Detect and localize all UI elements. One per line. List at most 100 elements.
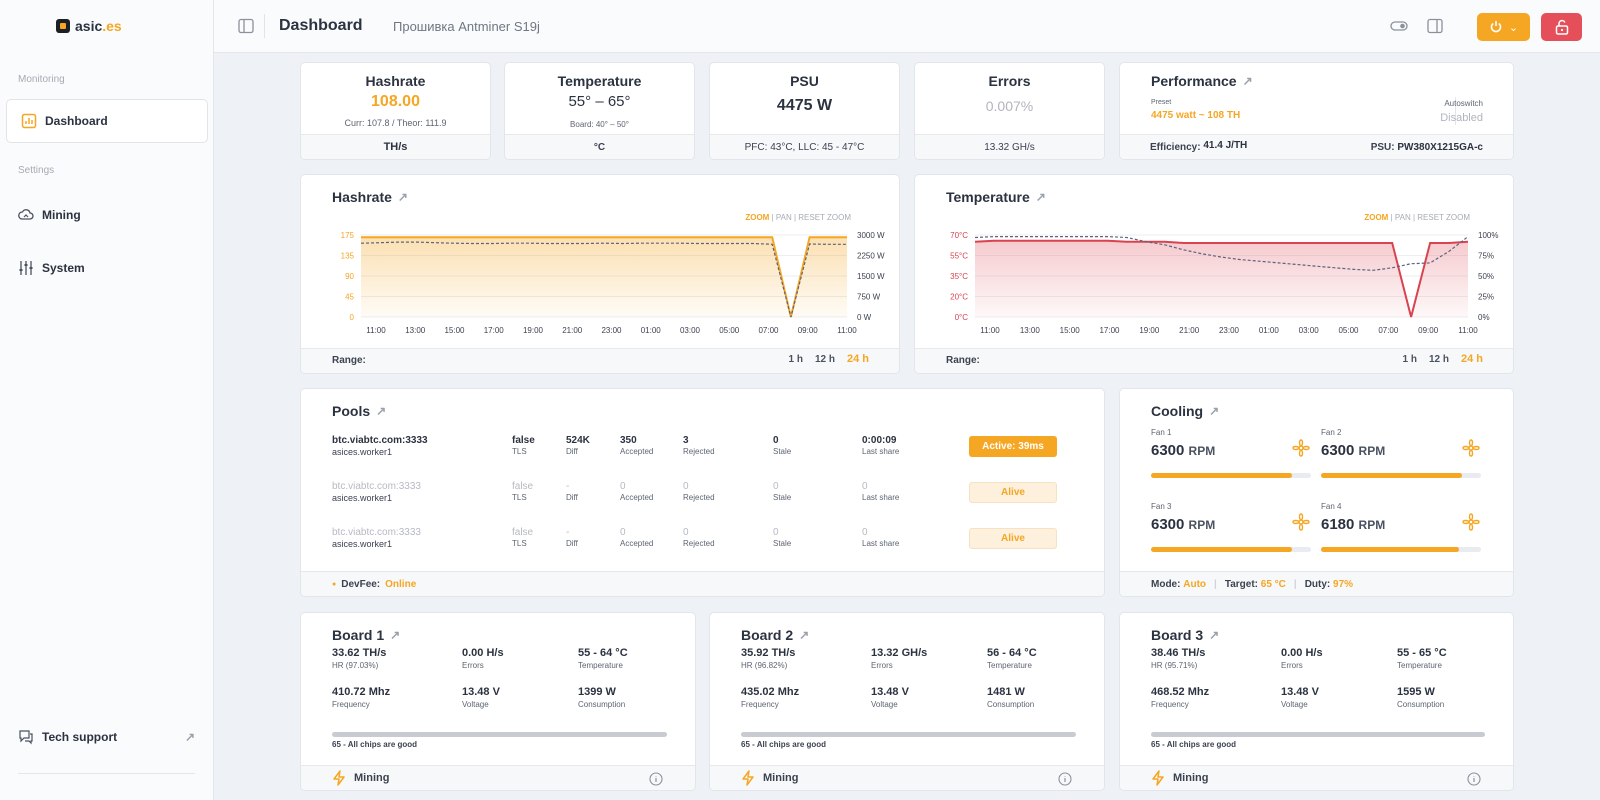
- series-line: [974, 239, 1469, 318]
- board-temp-label: Temperature: [987, 661, 1032, 670]
- range-1h-button[interactable]: 1 h: [788, 353, 803, 365]
- temperature-value: 55° – 65°: [568, 93, 631, 110]
- pool-last: 0:00:09: [862, 435, 897, 446]
- chart-zoom-controls: ZOOM | PAN | RESET ZOOM: [745, 213, 851, 222]
- pan-button[interactable]: PAN: [1394, 213, 1411, 222]
- pool-diff: -: [566, 481, 570, 492]
- chips-status: 65 - All chips are good: [332, 740, 418, 749]
- y-tick-label: 35°C: [950, 272, 968, 281]
- tech-support-link[interactable]: Tech support ↗: [18, 729, 195, 745]
- chat-icon: [19, 730, 33, 745]
- zoom-button[interactable]: ZOOM: [745, 213, 770, 222]
- board-footer: Mining: [1120, 765, 1513, 790]
- x-tick-label: 05:00: [719, 326, 740, 335]
- board-errors-label: Errors: [871, 661, 893, 670]
- power-menu-button[interactable]: ⌄: [1477, 13, 1530, 41]
- unlock-icon: [1555, 19, 1568, 35]
- theme-toggle-icon[interactable]: [1390, 18, 1408, 34]
- pool-status-badge[interactable]: Alive: [969, 528, 1057, 549]
- y-tick-label: 135: [341, 252, 355, 261]
- range-24h-button[interactable]: 24 h: [846, 353, 869, 365]
- x-tick-label: 13:00: [405, 326, 426, 335]
- card-title: Pools: [332, 403, 371, 419]
- fan-1: Fan 1 6300 RPM: [1151, 428, 1311, 490]
- pool-diff-label: Diff: [566, 493, 578, 502]
- pool-tls-label: TLS: [512, 539, 527, 548]
- info-icon[interactable]: [649, 772, 663, 786]
- pool-rejected: 0: [683, 481, 689, 492]
- info-icon[interactable]: [1467, 772, 1481, 786]
- board-cons-label: Consumption: [987, 700, 1035, 709]
- board-footer: Mining: [710, 765, 1104, 790]
- zoom-button[interactable]: ZOOM: [1364, 213, 1389, 222]
- board-title[interactable]: Board 1 ↗: [332, 627, 400, 643]
- mode-value: Auto: [1183, 578, 1207, 590]
- y2-tick-label: 75%: [1478, 252, 1494, 261]
- y-tick-label: 55°C: [950, 252, 968, 261]
- board-hr-label: HR (96.82%): [741, 661, 788, 670]
- range-footer: Range: 1 h 12 h 24 h: [915, 348, 1513, 373]
- preset-value[interactable]: 4475 watt ~ 108 TH: [1151, 110, 1241, 121]
- board-errors: 0.00 H/s: [1281, 647, 1323, 659]
- sidebar-toggle-icon[interactable]: [238, 18, 254, 34]
- series-line-secondary: [360, 241, 847, 318]
- board-freq: 435.02 Mhz: [741, 686, 800, 698]
- info-icon[interactable]: [1058, 772, 1072, 786]
- range-1h-button[interactable]: 1 h: [1402, 353, 1417, 365]
- reset-zoom-button[interactable]: RESET ZOOM: [798, 213, 851, 222]
- x-tick-label: 21:00: [562, 326, 583, 335]
- y2-tick-label: 2250 W: [857, 252, 885, 261]
- pool-row: btc.viabtc.com:3333 asices.worker1 false TL…: [332, 481, 1074, 511]
- pool-status-badge[interactable]: Alive: [969, 482, 1057, 503]
- board-title[interactable]: Board 2 ↗: [741, 627, 809, 643]
- sidebar-item-mining[interactable]: Mining: [18, 207, 81, 223]
- pan-button[interactable]: PAN: [775, 213, 792, 222]
- x-tick-label: 11:00: [837, 326, 857, 335]
- card-title: Board 3: [1151, 627, 1204, 643]
- reset-zoom-button[interactable]: RESET ZOOM: [1417, 213, 1470, 222]
- sidebar-item-dashboard[interactable]: Dashboard: [6, 99, 208, 143]
- card-title: Cooling: [1151, 403, 1204, 419]
- board-freq: 468.52 Mhz: [1151, 686, 1210, 698]
- logo-icon: [56, 19, 70, 33]
- range-24h-button[interactable]: 24 h: [1460, 353, 1483, 365]
- board-title[interactable]: Board 3 ↗: [1151, 627, 1219, 643]
- hashrate-chart-title[interactable]: Hashrate ↗: [332, 189, 408, 205]
- cooling-title[interactable]: Cooling ↗: [1151, 403, 1219, 419]
- y2-tick-label: 0%: [1478, 313, 1490, 322]
- board-status: Mining: [763, 772, 799, 784]
- board-errors: 0.00 H/s: [462, 647, 504, 659]
- panel-icon[interactable]: [1427, 18, 1443, 34]
- pools-title[interactable]: Pools ↗: [332, 403, 386, 419]
- divider: [18, 773, 195, 774]
- logo-main: asic: [75, 18, 103, 34]
- pool-worker: asices.worker1: [332, 447, 393, 457]
- mode-label: Mode:: [1151, 578, 1181, 590]
- temperature-chart: 0°C 20°C 35°C 55°C 70°C 0% 25% 50% 75% 100% 11:00 1…: [950, 231, 1498, 335]
- board-freq-label: Frequency: [741, 700, 779, 709]
- pool-tls: false: [512, 481, 534, 492]
- x-tick-label: 19:00: [523, 326, 544, 335]
- temperature-chart-title[interactable]: Temperature ↗: [946, 189, 1046, 205]
- pool-status-badge[interactable]: Active: 39ms: [969, 436, 1057, 457]
- psu-model-label: PSU:: [1370, 141, 1395, 153]
- autoswitch-value[interactable]: Disabled: [1440, 112, 1483, 124]
- pool-row: btc.viabtc.com:3333 asices.worker1 false TL…: [332, 435, 1074, 465]
- x-tick-label: 17:00: [1099, 326, 1120, 335]
- performance-title[interactable]: Performance ↗: [1151, 73, 1253, 89]
- x-tick-label: 01:00: [1259, 326, 1280, 335]
- range-12h-button[interactable]: 12 h: [1428, 353, 1449, 365]
- x-tick-label: 19:00: [1139, 326, 1160, 335]
- y-tick-label: 0: [350, 313, 355, 322]
- pool-diff: -: [566, 527, 570, 538]
- sidebar-item-system[interactable]: System: [18, 260, 85, 276]
- pool-diff-label: Diff: [566, 539, 578, 548]
- y-tick-label: 20°C: [950, 293, 968, 302]
- chips-status: 65 - All chips are good: [741, 740, 827, 749]
- unlock-button[interactable]: [1541, 13, 1582, 41]
- range-12h-button[interactable]: 12 h: [814, 353, 835, 365]
- y2-tick-label: 750 W: [857, 293, 881, 302]
- arrow-up-right-icon: ↗: [397, 190, 408, 204]
- logo[interactable]: asic.es: [56, 18, 122, 34]
- arrow-up-right-icon: ↗: [390, 628, 401, 642]
